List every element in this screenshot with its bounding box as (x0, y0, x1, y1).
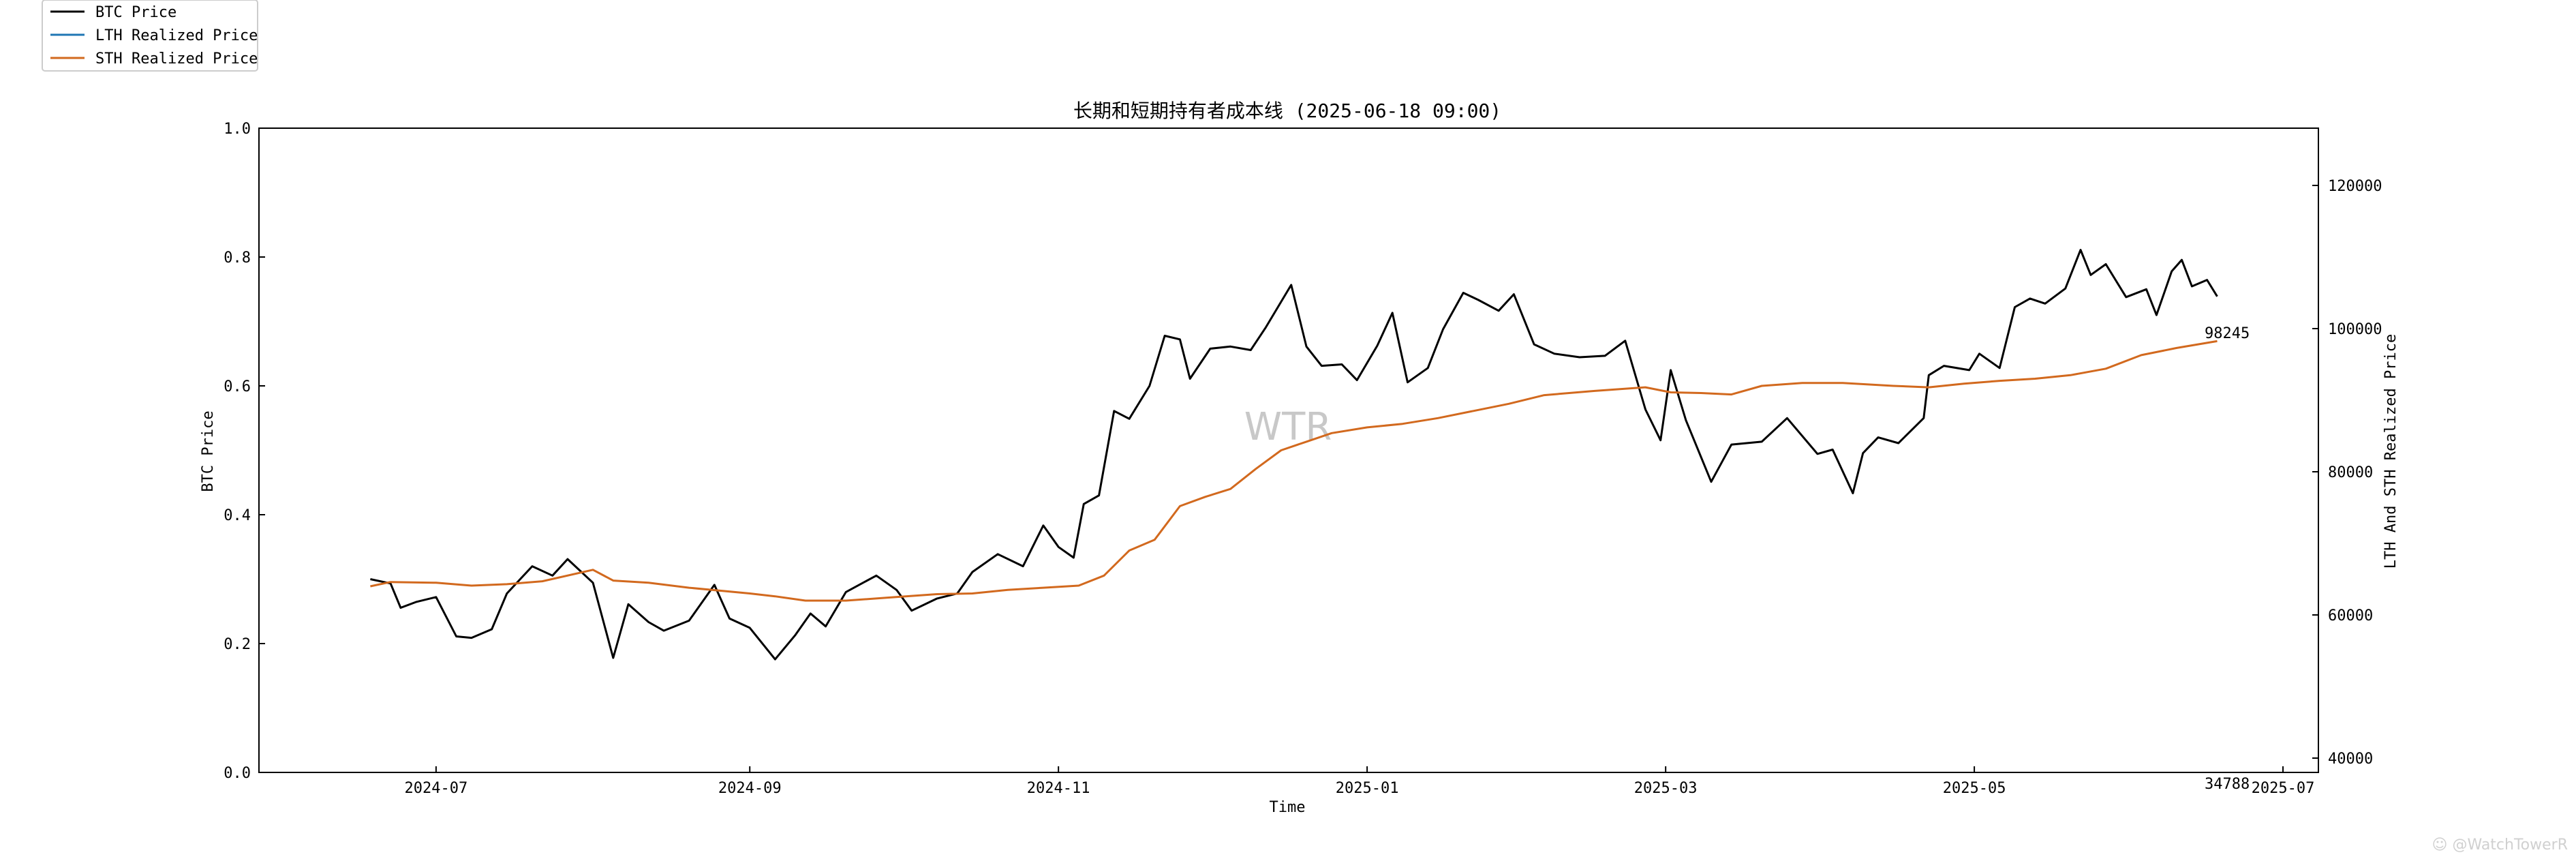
x-tick-label: 2025-03 (1634, 780, 1698, 797)
x-tick-label: 2025-01 (1336, 780, 1399, 797)
right-tick-label: 120000 (2328, 178, 2382, 195)
y-axis-label-left: BTC Price (200, 410, 217, 492)
left-tick-label: 1.0 (224, 121, 251, 138)
right-axis-ticks: 40000 60000 80000 100000 120000 (2312, 178, 2382, 768)
left-tick-label: 0.4 (224, 507, 251, 524)
left-tick-label: 0.2 (224, 636, 251, 653)
legend-label-btc-price: BTC Price (95, 4, 177, 21)
legend-box (42, 0, 258, 72)
x-tick-label: 2024-11 (1027, 780, 1090, 797)
x-tick-label: 2025-05 (1943, 780, 2006, 797)
legend-label-sth-realized-price: STH Realized Price (95, 50, 258, 67)
left-axis-ticks: 0.0 0.2 0.4 0.6 0.8 1.0 (224, 121, 265, 782)
corner-watermark: ☺ @WatchTowerR (2432, 837, 2568, 854)
series-line-sth-realized-price (370, 340, 2218, 602)
right-tick-label: 80000 (2328, 464, 2373, 481)
left-tick-label: 0.0 (224, 765, 251, 782)
watermark: WTR (1244, 405, 1332, 449)
chart-title: 长期和短期持有者成本线 (2025-06-18 09:00) (1073, 100, 1501, 122)
series-layer (370, 249, 2218, 661)
x-tick-label: 2024-07 (405, 780, 468, 797)
series-line-btc-price (370, 249, 2218, 661)
left-tick-label: 0.6 (224, 378, 251, 395)
legend-label-lth-realized-price: LTH Realized Price (95, 27, 258, 44)
annotation-lth-latest: 34788 (2205, 776, 2250, 793)
right-tick-label: 60000 (2328, 607, 2373, 624)
x-tick-label: 2025-07 (2252, 780, 2315, 797)
right-tick-label: 100000 (2328, 321, 2382, 338)
right-tick-label: 40000 (2328, 751, 2373, 768)
legend: BTC Price LTH Realized Price STH Realize… (42, 0, 258, 72)
x-axis-label: Time (1270, 799, 1306, 816)
plot-area (258, 127, 2319, 773)
y-axis-label-right: LTH And STH Realized Price (2382, 334, 2399, 569)
annotation-sth-latest: 98245 (2205, 325, 2250, 342)
x-tick-label: 2024-09 (718, 780, 782, 797)
x-axis-ticks: 2024-07 2024-09 2024-11 2025-01 2025-03 2025-… (405, 766, 2315, 797)
left-tick-label: 0.8 (224, 250, 251, 267)
